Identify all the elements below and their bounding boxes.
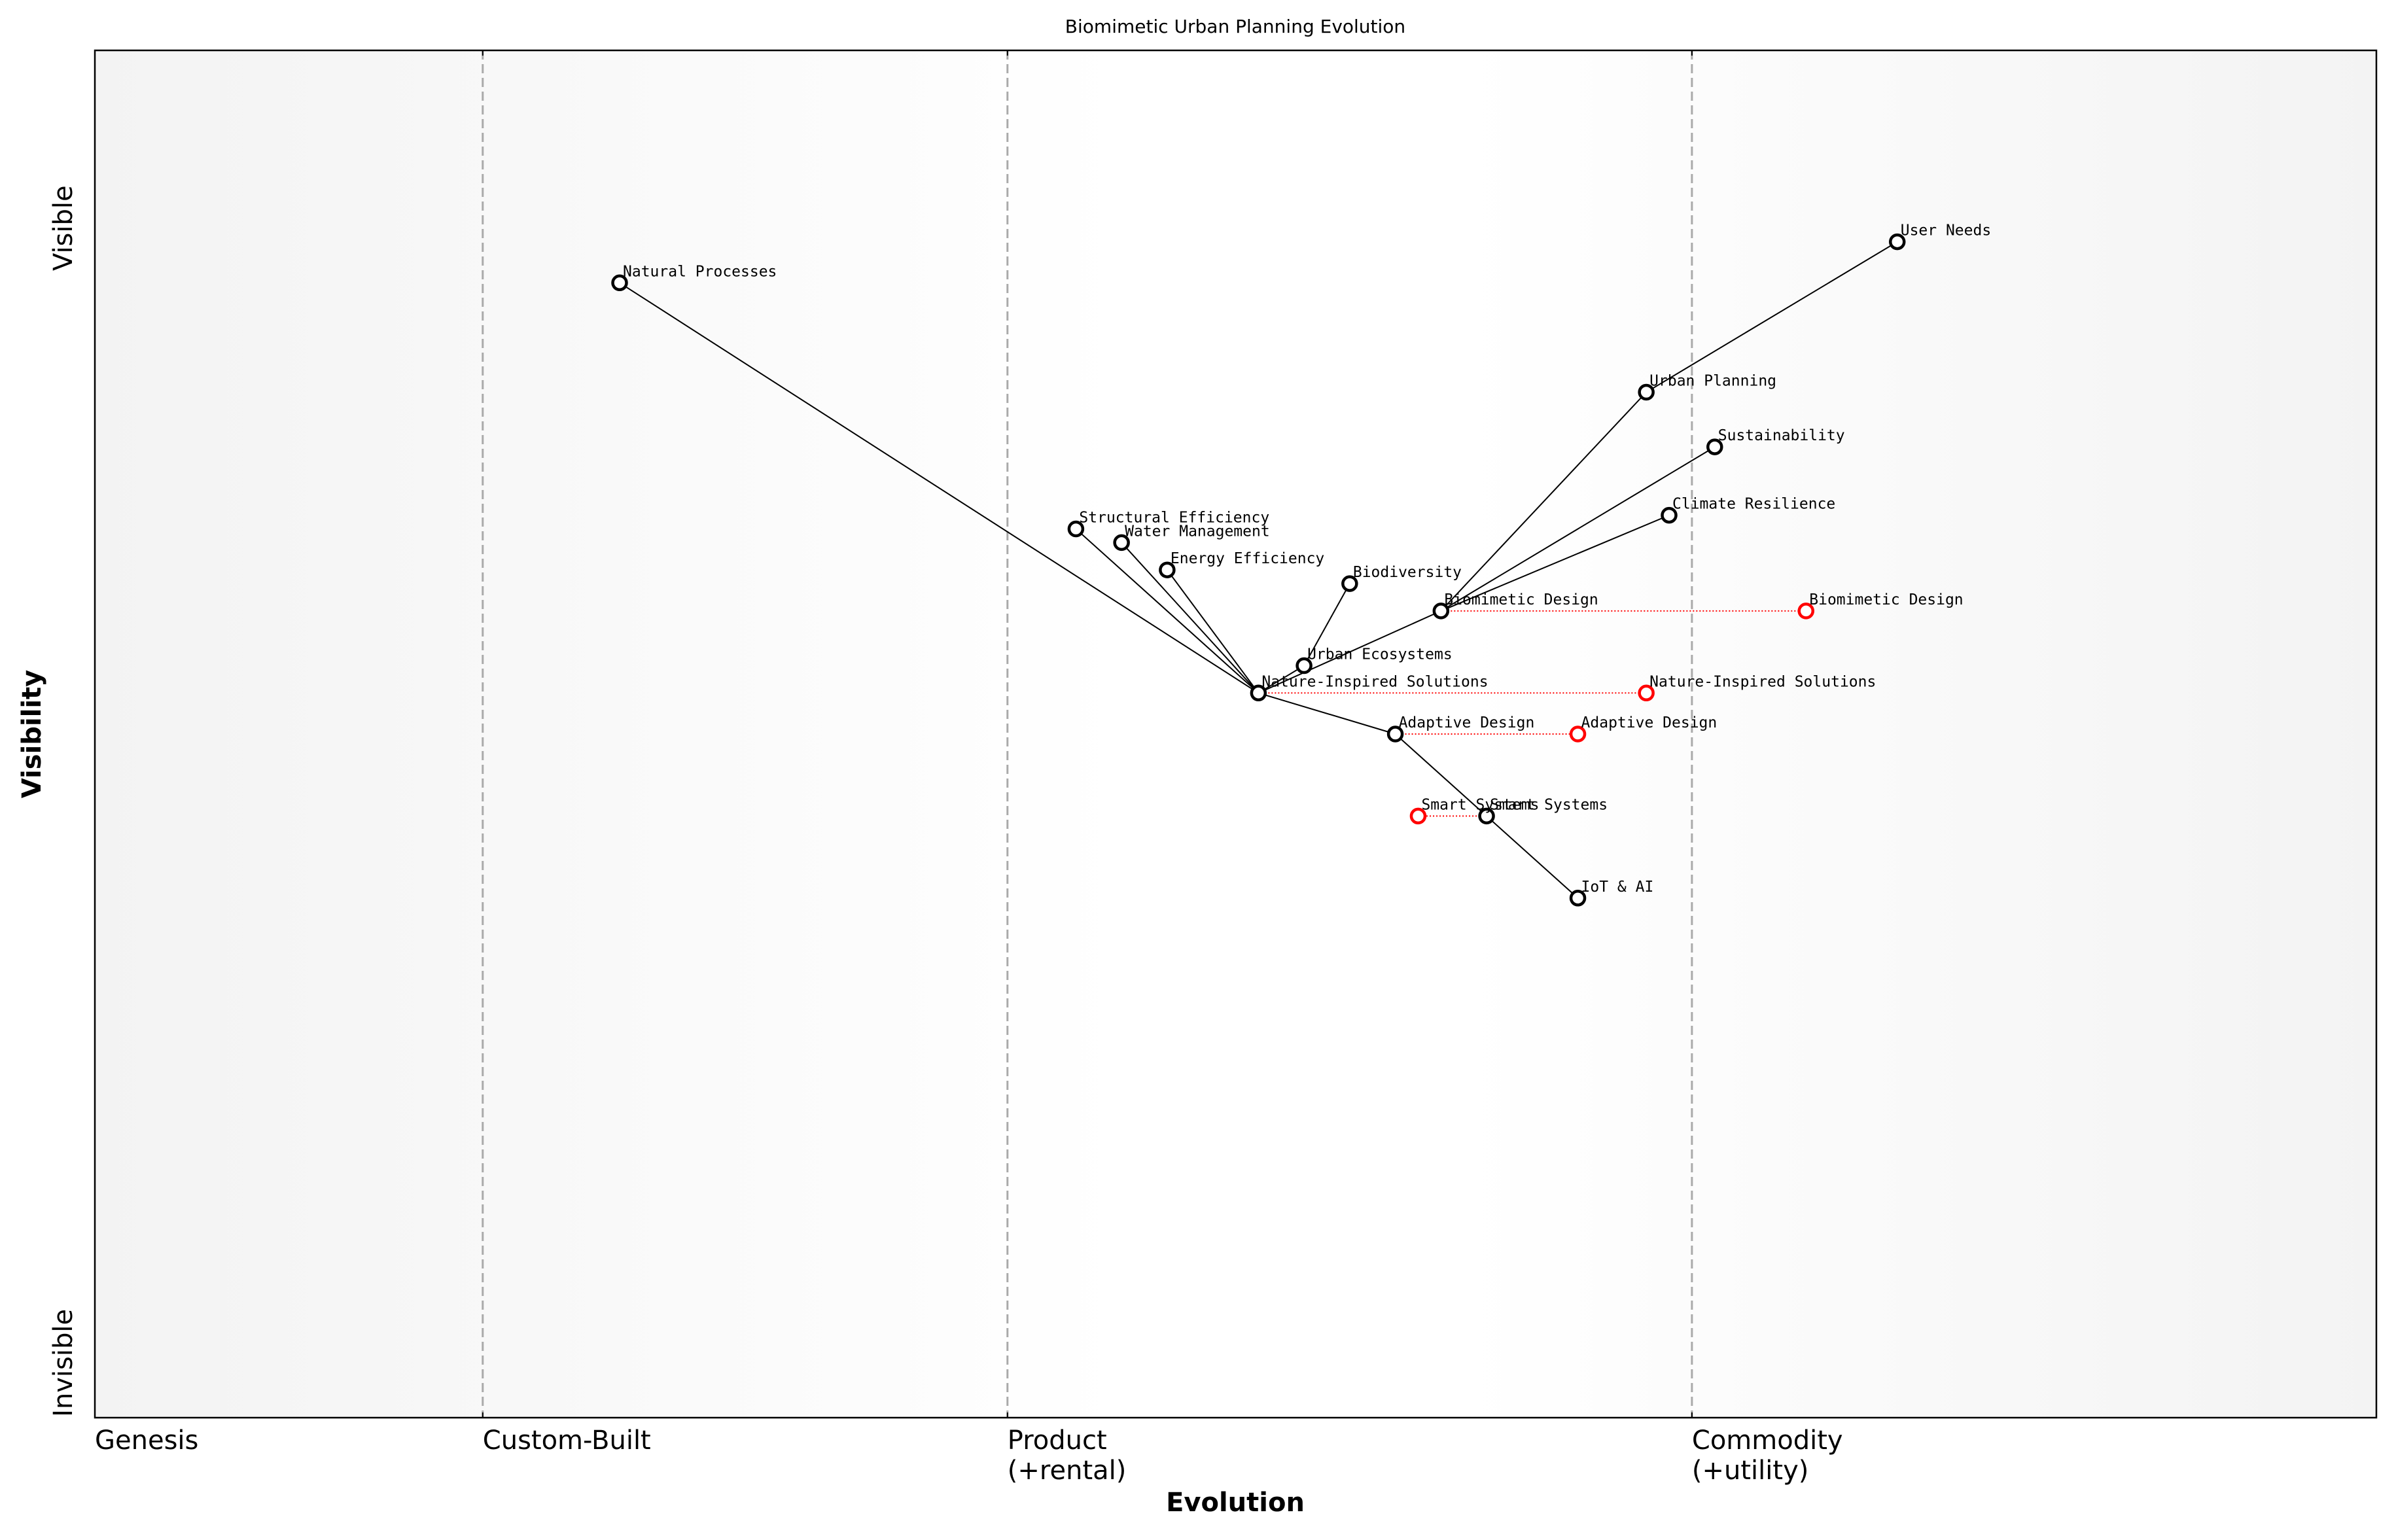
link bbox=[1258, 665, 1305, 694]
component bbox=[1159, 561, 1176, 578]
link bbox=[1440, 514, 1670, 612]
evolved-component-label: Smart Systems bbox=[1421, 796, 1539, 813]
component-label: Energy Efficiency bbox=[1171, 550, 1324, 567]
component-label: Nature-Inspired Solutions bbox=[1261, 673, 1488, 690]
component-label: Biodiversity bbox=[1353, 564, 1462, 581]
evolved-component-label: Adaptive Design bbox=[1581, 714, 1718, 731]
component-label: Biomimetic Design bbox=[1444, 591, 1598, 608]
component-label: User Needs bbox=[1901, 222, 1991, 239]
node-layer: User Needs Natural Processes Urban Plannin… bbox=[611, 222, 1991, 907]
evolved-component bbox=[1797, 603, 1814, 620]
link bbox=[1440, 446, 1716, 612]
component-label: Smart Systems bbox=[1490, 796, 1608, 813]
component-label: Climate Resilience bbox=[1672, 496, 1835, 513]
x-axis-label: Evolution bbox=[1166, 1488, 1305, 1518]
link bbox=[1646, 241, 1898, 393]
link bbox=[1303, 583, 1350, 666]
component bbox=[1341, 575, 1358, 592]
x-tick-label: Custom-Built bbox=[483, 1426, 651, 1456]
component-label: Water Management bbox=[1125, 523, 1270, 540]
grid-layer bbox=[482, 50, 1693, 1418]
component-label: Urban Planning bbox=[1649, 373, 1776, 390]
y-tick-label: Invisible bbox=[48, 1309, 79, 1417]
link bbox=[1258, 692, 1396, 735]
link bbox=[1121, 542, 1260, 693]
chart-title: Biomimetic Urban Planning Evolution bbox=[1065, 16, 1405, 37]
x-tick-label: Commodity (+utility) bbox=[1692, 1426, 1843, 1486]
component-label: Urban Ecosystems bbox=[1307, 646, 1453, 663]
link bbox=[619, 282, 1259, 694]
component bbox=[1067, 520, 1085, 538]
evolved-component-label: Nature-Inspired Solutions bbox=[1649, 673, 1876, 690]
component bbox=[1295, 657, 1313, 674]
evolved-component-label: Biomimetic Design bbox=[1809, 591, 1963, 608]
component-label: Sustainability bbox=[1718, 427, 1845, 444]
link bbox=[1486, 815, 1579, 899]
link bbox=[1394, 733, 1487, 817]
component bbox=[1113, 534, 1130, 551]
x-tick-label: Genesis bbox=[95, 1426, 198, 1456]
component-label: Natural Processes bbox=[623, 263, 777, 280]
plot-background bbox=[95, 50, 2376, 1418]
component-label: IoT & AI bbox=[1581, 879, 1654, 896]
component bbox=[1888, 233, 1906, 251]
component bbox=[611, 274, 628, 292]
link bbox=[1440, 391, 1647, 612]
component bbox=[1706, 438, 1723, 455]
plot-frame bbox=[94, 49, 2378, 1419]
link bbox=[1258, 610, 1441, 694]
component-label: Adaptive Design bbox=[1399, 714, 1535, 731]
evolved-component bbox=[1409, 807, 1427, 825]
component bbox=[1478, 807, 1495, 825]
link bbox=[1075, 528, 1260, 694]
component bbox=[1250, 684, 1267, 702]
component bbox=[1432, 603, 1450, 620]
component bbox=[1569, 890, 1587, 907]
x-tick-label: Product (+rental) bbox=[1008, 1426, 1127, 1486]
component bbox=[1661, 506, 1678, 524]
component bbox=[1638, 383, 1655, 401]
evolved-component bbox=[1638, 684, 1655, 702]
y-tick-label: Visible bbox=[48, 185, 79, 271]
link-layer bbox=[619, 241, 1898, 899]
link bbox=[1167, 569, 1260, 693]
component-label: Structural Efficiency bbox=[1079, 510, 1269, 527]
evolved-component bbox=[1569, 726, 1587, 743]
y-axis-label: Visibility bbox=[17, 670, 47, 798]
component bbox=[1386, 726, 1404, 743]
